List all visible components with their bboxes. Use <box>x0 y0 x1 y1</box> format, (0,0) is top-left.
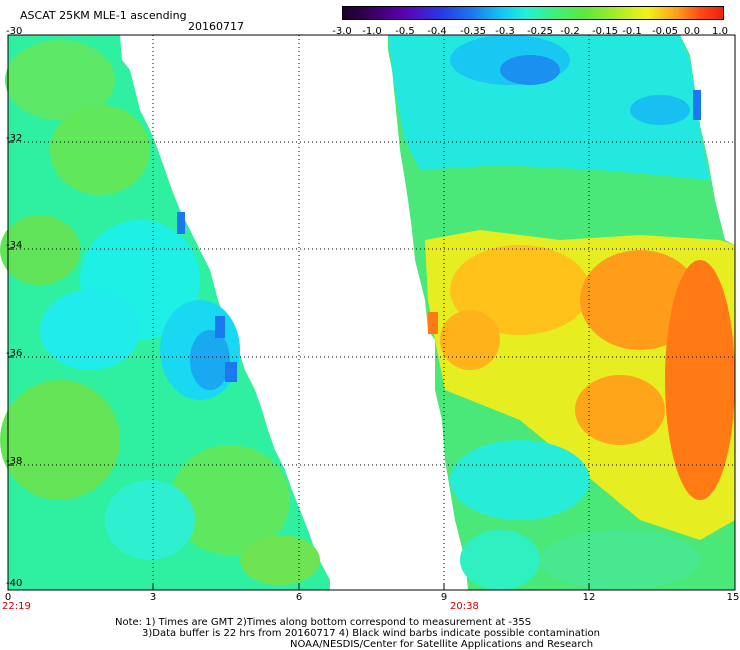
colorbar-tick: -0.15 <box>592 26 618 37</box>
x-tick-label: 6 <box>295 592 303 603</box>
footnote-line-3: NOAA/NESDIS/Center for Satellite Applica… <box>290 639 594 650</box>
colorbar-tick: -0.2 <box>560 26 580 37</box>
colorbar-tick: -1.0 <box>362 26 382 37</box>
gridlines <box>8 35 735 590</box>
colorbar <box>342 6 724 20</box>
footnote-line-2: 3)Data buffer is 22 hrs from 20160717 4)… <box>142 628 600 639</box>
y-tick-label: -40 <box>6 578 23 589</box>
colorbar-tick: -0.35 <box>460 26 486 37</box>
footnote-line-1: Note: 1) Times are GMT 2)Times along bot… <box>115 617 532 628</box>
left-swath <box>0 35 330 590</box>
colorbar-tick: 1.0 <box>712 26 728 37</box>
colorbar-tick: -3.0 <box>332 26 352 37</box>
colorbar-tick: -0.3 <box>495 26 515 37</box>
x-tick-label: 9 <box>440 592 448 603</box>
colorbar-tick: 0.0 <box>684 26 700 37</box>
x-tick-label: 12 <box>582 592 596 603</box>
x-tick-label: 15 <box>726 592 740 603</box>
y-tick-label: -38 <box>6 456 23 467</box>
colorbar-tick: -0.1 <box>622 26 642 37</box>
map-date: 20160717 <box>188 20 244 33</box>
colorbar-tick: -0.5 <box>395 26 415 37</box>
x-tick-label: 3 <box>149 592 157 603</box>
y-tick-label: -30 <box>6 26 23 37</box>
map-title: ASCAT 25KM MLE-1 ascending <box>20 9 187 22</box>
pass-time-right: 20:38 <box>450 601 479 612</box>
colorbar-tick: -0.25 <box>527 26 553 37</box>
y-tick-label: -34 <box>6 240 23 251</box>
y-tick-label: -36 <box>6 348 23 359</box>
y-tick-label: -32 <box>6 133 23 144</box>
x-tick-label: 0 <box>4 592 12 603</box>
right-swath <box>388 35 735 590</box>
colorbar-tick: -0.4 <box>427 26 447 37</box>
pass-time-left: 22:19 <box>2 601 31 612</box>
colorbar-tick: -0.05 <box>652 26 678 37</box>
